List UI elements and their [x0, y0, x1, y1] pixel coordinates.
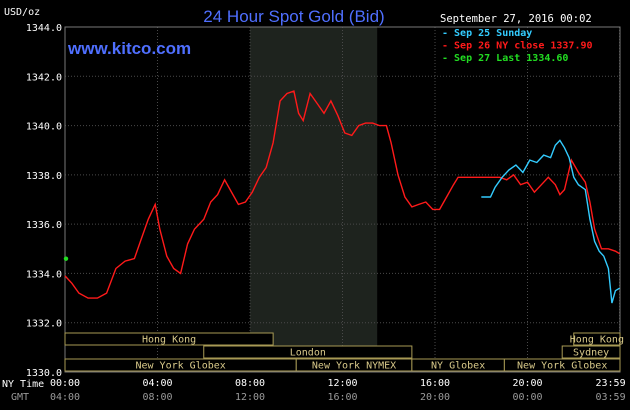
y-tick-label: 1342.0	[26, 72, 62, 83]
market-session-label: Hong Kong	[142, 335, 196, 346]
timestamp: September 27, 2016 00:02	[440, 13, 592, 25]
last-price-point	[63, 256, 69, 261]
nymex-shaded-region	[250, 27, 378, 372]
x-tick-label-ny: 08:00	[235, 378, 265, 389]
y-tick-label: 1336.0	[26, 220, 62, 231]
plot-frame	[64, 26, 621, 373]
market-session-label: New York Globex	[517, 361, 607, 372]
market-sessions: Hong Kong London New York Globex New York N…	[64, 332, 624, 372]
x-tick-label-ny: 12:00	[327, 378, 357, 389]
y-tick-label: 1344.0	[26, 23, 62, 34]
x-tick-label-gmt: 20:00	[420, 392, 450, 403]
x-tick-label-gmt: 12:00	[235, 392, 265, 403]
x-tick-label-ny: 20:00	[512, 378, 542, 389]
market-session-label: London	[290, 348, 326, 359]
y-tick-label: 1334.0	[26, 269, 62, 280]
market-session-bar	[503, 358, 621, 372]
y-tick-label: 1338.0	[26, 171, 62, 182]
legend: - Sep 25 Sunday - Sep 26 NY close 1337.90…	[442, 28, 593, 64]
legend-item: - Sep 25 Sunday	[442, 28, 532, 39]
series-line	[64, 90, 620, 299]
x-tick-label-ny: 04:00	[142, 378, 172, 389]
series-line	[481, 139, 620, 304]
chart-title: 24 Hour Spot Gold (Bid)	[203, 7, 384, 26]
x-tick-label-ny: 23:59	[595, 378, 625, 389]
x-tick-label-ny: 00:00	[50, 378, 80, 389]
market-session-bar	[573, 332, 621, 346]
market-session-bar	[64, 332, 274, 346]
x-tick-label-gmt: 03:59	[595, 392, 625, 403]
series-layer	[63, 90, 620, 304]
market-session-label: Sydney	[573, 348, 609, 359]
market-session-label: NY Globex	[431, 361, 485, 372]
y-tick-label: 1332.0	[26, 319, 62, 330]
market-session-label: New York NYMEX	[312, 361, 396, 372]
x-tick-label-gmt: 08:00	[142, 392, 172, 403]
market-session-label: Hong Kong	[570, 335, 624, 346]
legend-item: - Sep 27 Last 1334.60	[442, 53, 568, 64]
x-tick-label-ny: 16:00	[420, 378, 450, 389]
y-tick-label: 1330.0	[26, 368, 62, 379]
x-axis-labels: 00:00 04:00 04:00 08:00 08:00 12:00 12:00 16:00…	[50, 378, 626, 403]
ny-time-label: NY Time	[2, 379, 44, 390]
market-session-label: New York Globex	[135, 361, 225, 372]
market-session-bar	[203, 345, 413, 359]
x-tick-label-gmt: 04:00	[50, 392, 80, 403]
y-tick-label: 1340.0	[26, 122, 62, 133]
x-tick-label-gmt: 16:00	[327, 392, 357, 403]
gmt-label: GMT	[11, 392, 29, 403]
site-url[interactable]: www.kitco.com	[67, 39, 191, 58]
y-axis-labels: 1330.0 1332.0 1334.0 1336.0 1338.0 1340.0 1342…	[26, 23, 62, 379]
legend-item: - Sep 26 NY close 1337.90	[442, 41, 593, 52]
unit-label: USD/oz	[4, 7, 40, 18]
market-session-bar	[561, 345, 621, 359]
x-tick-label-gmt: 00:00	[512, 392, 542, 403]
